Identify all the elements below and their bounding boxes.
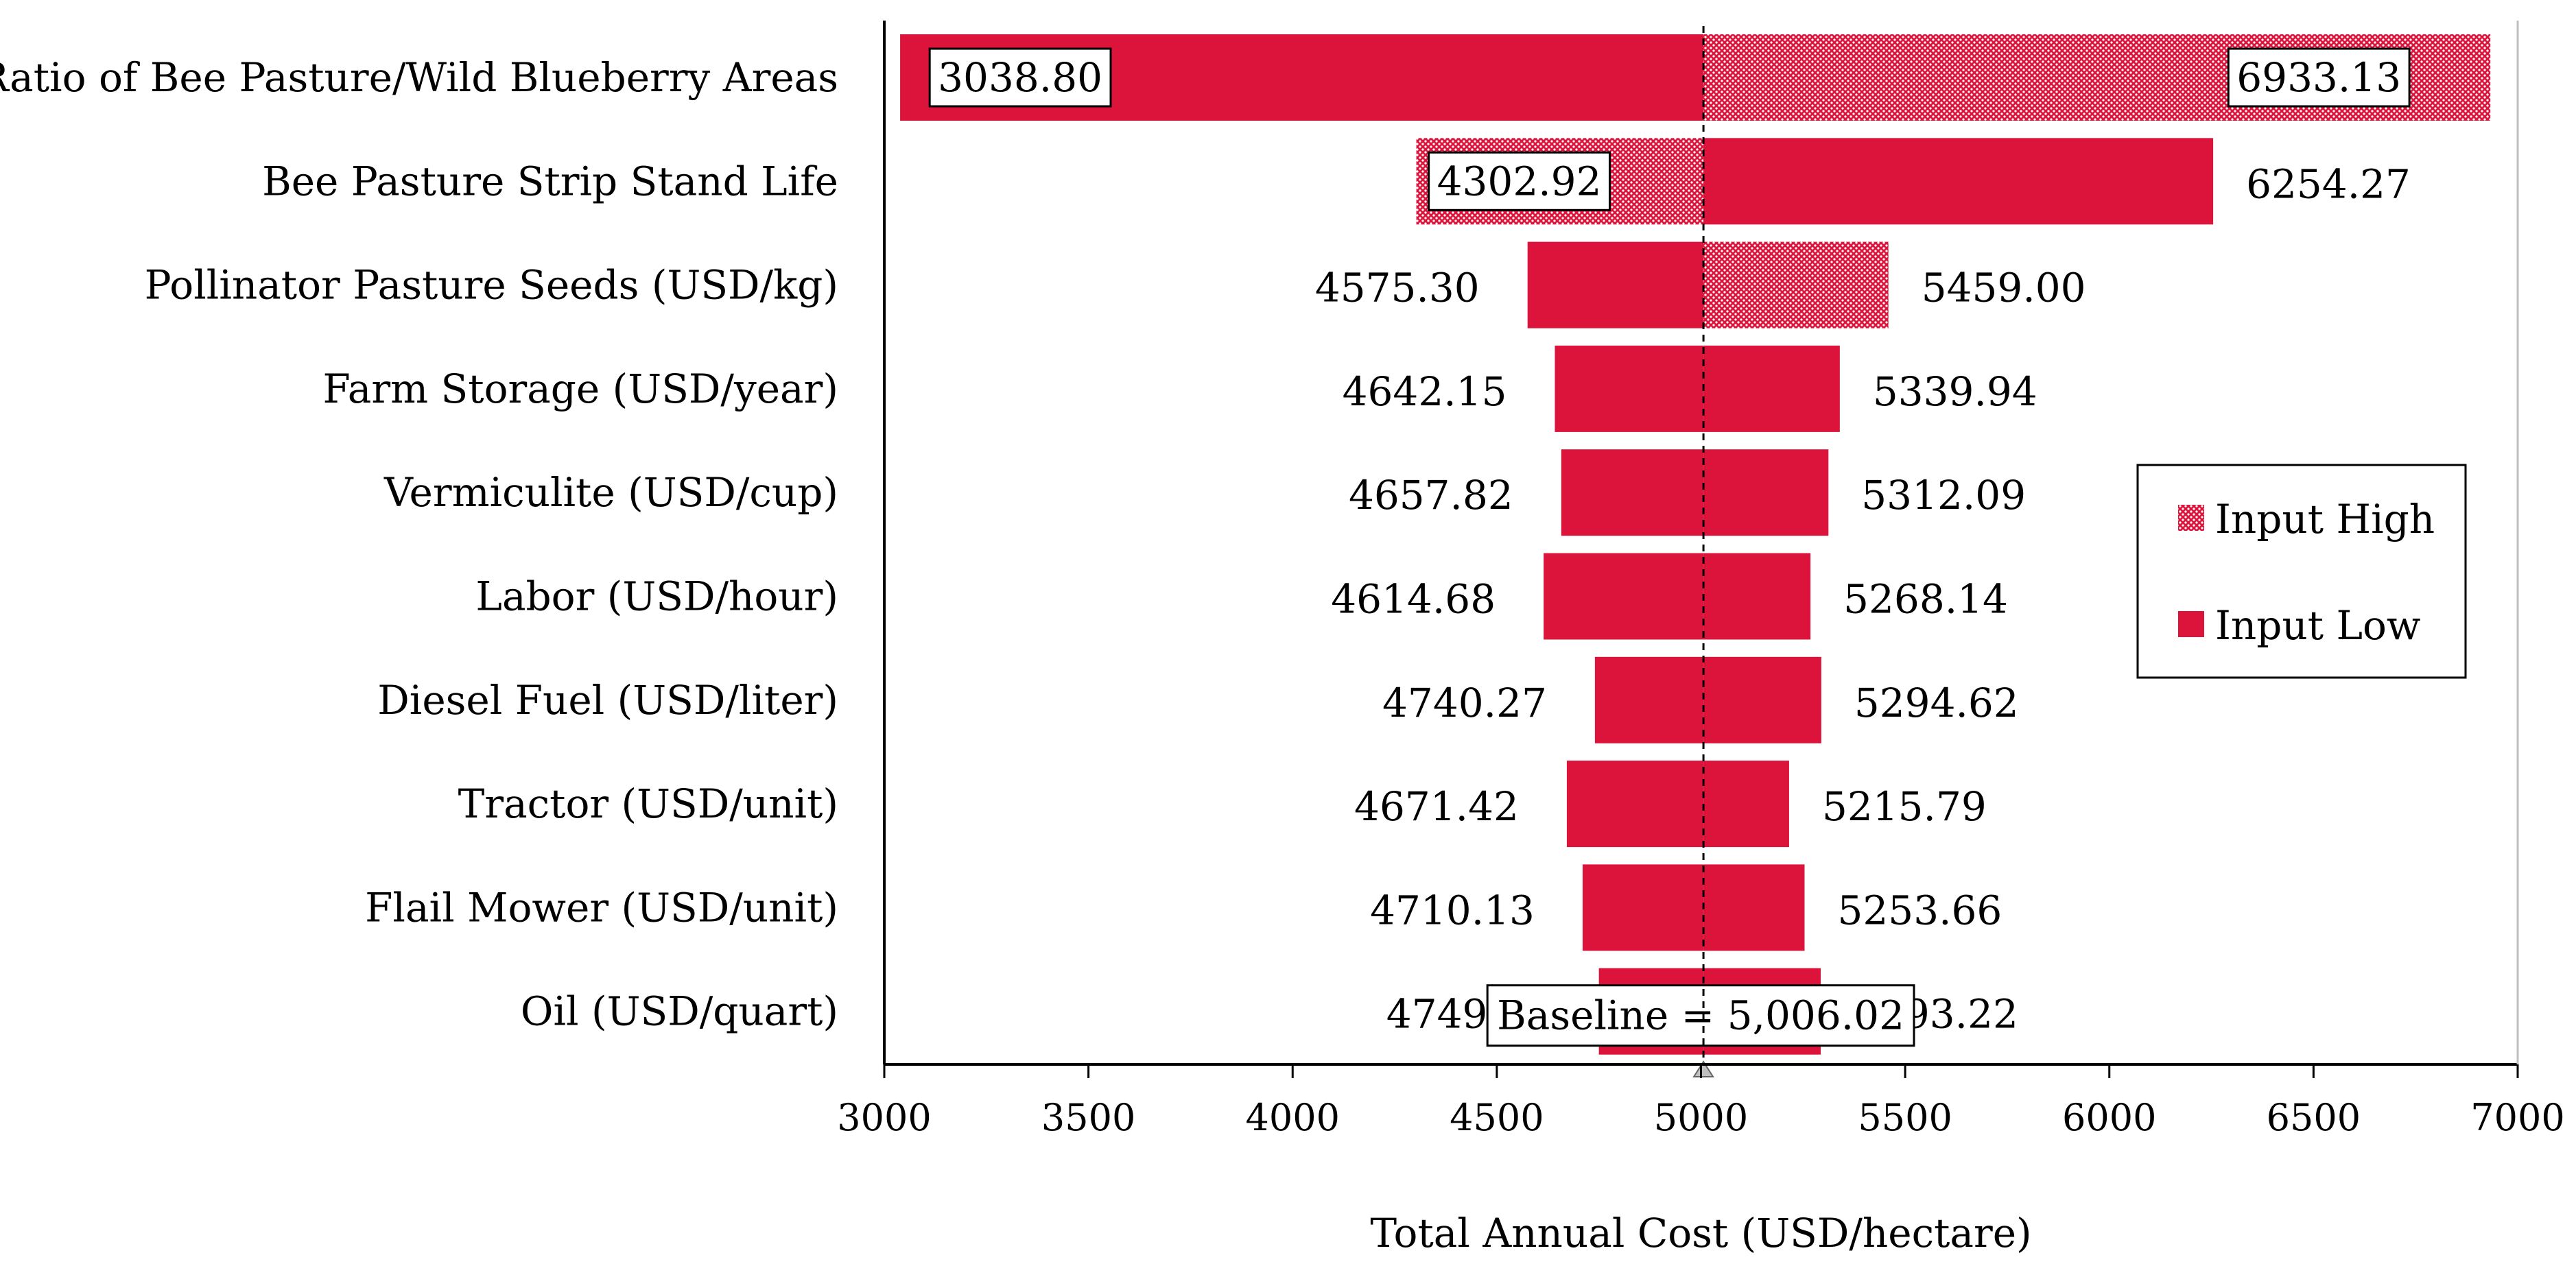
category-label: Vermiculite (USD/cup) [383,469,838,516]
x-tick-label: 3000 [837,1096,931,1139]
x-tick-label: 3500 [1041,1096,1135,1139]
value-label-low: 4657.82 [1349,472,1513,518]
value-label-low-box [928,47,1112,108]
value-label-low: 4642.15 [1343,368,1507,415]
baseline-label-text: Baseline = 5,006.02 [1497,992,1904,1039]
value-label-high: 5268.14 [1843,576,2008,623]
legend-swatch [2178,611,2204,637]
category-label: Pollinator Pasture Seeds (USD/kg) [145,262,838,309]
bar-low-segment [1566,761,1704,848]
value-label-high-text: 6933.13 [2236,54,2401,101]
x-tick-label: 6000 [2062,1096,2156,1139]
value-label-low-text: 3038.80 [938,54,1102,101]
value-label-low: 4710.13 [1370,887,1535,933]
value-label-high: 5312.09 [1861,472,2026,518]
value-label-low: 4575.30 [1315,265,1480,311]
value-label-high: 6933.13 [2227,47,2411,108]
bar-low-segment [1555,345,1704,432]
x-tick-label: 4000 [1246,1096,1340,1139]
bar-high-segment [1703,241,1889,329]
baseline-label-box [1486,984,1915,1047]
legend: Input High Input Low [2136,464,2467,679]
x-tick-label: 4500 [1450,1096,1544,1139]
value-label-low-text: 4302.92 [1437,158,1602,204]
baseline-label: Baseline = 5,006.02 [1486,984,1915,1047]
bar-high-segment [1703,553,1811,640]
bar-low-segment [1561,449,1704,536]
value-label-high: 5459.00 [1922,265,2086,311]
value-label-high: 5253.66 [1837,887,2002,933]
category-label: Flail Mower (USD/unit) [365,884,838,931]
value-label-high: 6254.27 [2246,160,2411,207]
x-tick-label: 6500 [2267,1096,2361,1139]
baseline-marker [1692,1060,1714,1077]
bar-high-segment [1703,449,1829,536]
bar-low-segment [1594,656,1704,743]
x-axis-title: Total Annual Cost (USD/hectare) [1370,1210,2031,1256]
legend-swatch [2178,505,2204,531]
labels-layer: Ratio of Bee Pasture/Wild Blueberry Area… [0,47,2411,1047]
value-label-low: 3038.80 [928,47,1112,108]
bar-low-segment [1582,864,1704,951]
bar-high-segment [1703,345,1840,432]
bar-low-segment [1527,241,1704,329]
category-label: Ratio of Bee Pasture/Wild Blueberry Area… [0,54,838,101]
category-label: Farm Storage (USD/year) [322,366,838,412]
value-label-high: 5339.94 [1873,368,2037,415]
axis-layer: 3000 3500 4000 4500 5000 5500 6000 6500 7000 Tota… [837,21,2565,1256]
legend-label: Input Low [2215,602,2421,649]
value-label-high: 5294.62 [1854,680,2019,726]
category-label: Labor (USD/hour) [475,573,838,620]
category-label: Oil (USD/quart) [521,988,838,1035]
legend-label: Input High [2215,496,2435,542]
category-label: Bee Pasture Strip Stand Life [262,158,838,204]
bar-high-segment [1703,864,1805,951]
x-tick-label: 7000 [2470,1096,2564,1139]
value-label-high: 5215.79 [1822,783,1987,830]
bar-high-segment [1703,138,2214,225]
value-label-low: 4614.68 [1331,576,1496,623]
value-label-low-box [1428,151,1611,211]
bar-high-segment [1703,761,1789,848]
value-label-low: 4740.27 [1382,680,1547,726]
bar-high-segment [1703,656,1821,743]
legend-box [2136,464,2467,679]
value-label-low: 4671.42 [1354,783,1519,830]
value-label-high-box [2227,47,2411,108]
category-label: Tractor (USD/unit) [458,780,838,827]
x-tick-label: 5000 [1654,1096,1748,1139]
category-label: Diesel Fuel (USD/liter) [377,677,838,724]
value-label-low: 4302.92 [1428,151,1611,211]
x-tick-label: 5500 [1858,1096,1952,1139]
bar-low-segment [1544,553,1704,640]
